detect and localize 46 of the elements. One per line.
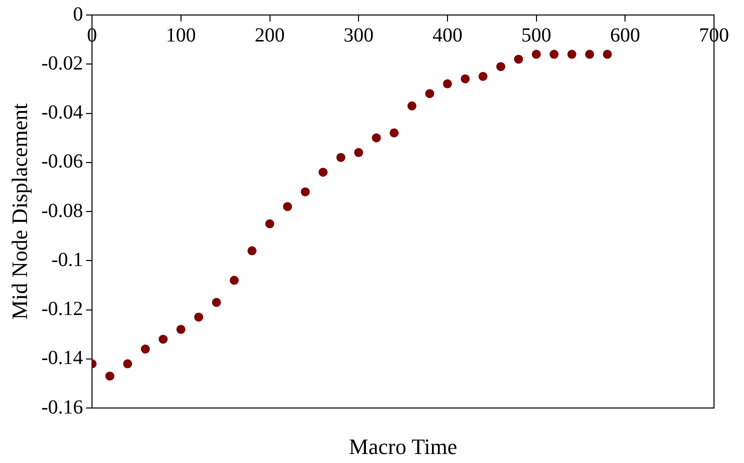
point [602, 50, 612, 59]
point [176, 324, 186, 334]
point [496, 62, 506, 72]
point [336, 152, 346, 162]
x-axis-title: Macro Time [348, 434, 458, 459]
point [158, 334, 168, 344]
point [514, 54, 524, 64]
y-tick-label: 0 [73, 3, 84, 26]
y-axis-title: Mid Node Displacement [6, 103, 32, 320]
point [585, 50, 594, 59]
y-tick-label: -0.16 [41, 396, 84, 418]
y-tick-label: -0.04 [41, 102, 84, 124]
y-tick-label: -0.08 [41, 200, 84, 222]
point [140, 344, 150, 354]
point [247, 246, 256, 256]
point [532, 50, 541, 59]
y-tick-label: -0.1 [51, 248, 84, 271]
point [425, 89, 434, 98]
point [300, 187, 310, 196]
point [123, 359, 132, 368]
point [194, 312, 204, 322]
x-tick-label: 100 [166, 24, 196, 46]
point [105, 372, 114, 381]
point [478, 72, 488, 81]
point [442, 79, 452, 88]
point [372, 133, 381, 142]
point [283, 202, 292, 212]
point [390, 128, 399, 138]
x-tick-label: 600 [610, 24, 640, 46]
point [318, 168, 328, 177]
y-tick-label: -0.06 [41, 150, 84, 173]
x-tick-label: 500 [521, 24, 552, 46]
point [265, 219, 274, 228]
y-tick-label: -0.02 [41, 52, 84, 74]
y-tick-label: -0.14 [41, 347, 84, 370]
x-tick-label: 200 [254, 24, 285, 46]
point [230, 276, 239, 285]
point [550, 50, 559, 59]
point [567, 50, 576, 59]
point [212, 298, 221, 307]
x-tick-label: 400 [432, 24, 462, 46]
y-tick-label: -0.12 [41, 298, 84, 320]
x-tick-label: 300 [344, 24, 374, 46]
point [354, 148, 364, 158]
point [407, 101, 416, 110]
point [460, 74, 470, 84]
